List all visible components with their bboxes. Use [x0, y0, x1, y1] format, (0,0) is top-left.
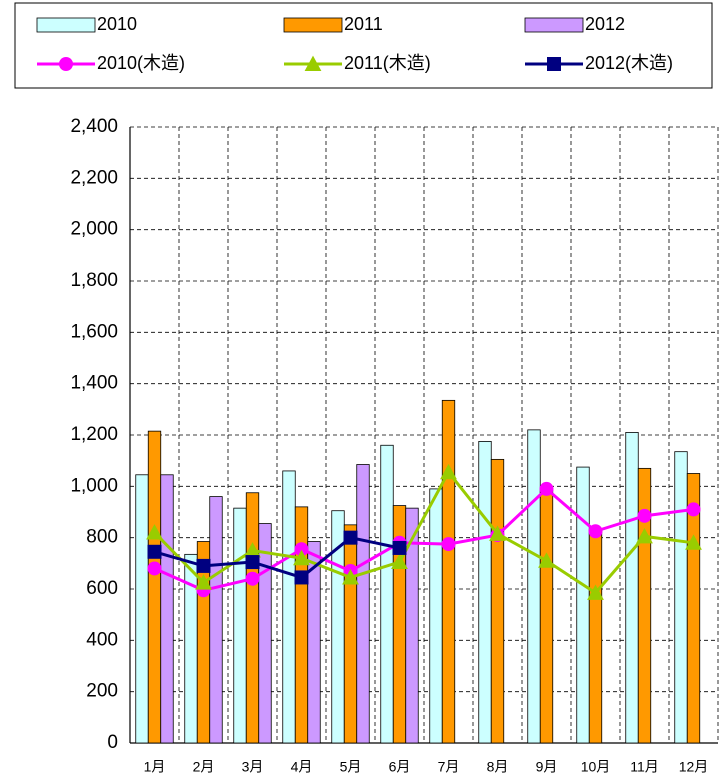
bar — [539, 489, 554, 744]
x-tick-label: 8月 — [487, 759, 509, 775]
x-tick-label: 5月 — [340, 759, 362, 775]
line-marker — [343, 530, 358, 545]
line-marker — [245, 555, 260, 570]
bar — [356, 464, 370, 744]
bar — [674, 451, 688, 744]
y-tick-label: 800 — [86, 527, 118, 548]
y-tick-label: 1,800 — [70, 270, 118, 291]
x-tick-label: 9月 — [536, 759, 558, 775]
legend-label: 2012 — [585, 14, 625, 34]
y-tick-label: 2,000 — [70, 219, 118, 240]
line-marker — [293, 549, 310, 566]
bar — [343, 524, 358, 744]
line-marker — [294, 542, 309, 557]
line-marker — [539, 481, 554, 496]
y-tick-label: 1,600 — [70, 321, 118, 342]
legend-label: 2011(木造) — [344, 53, 431, 73]
line-marker — [547, 57, 561, 71]
line-marker — [441, 537, 456, 552]
bar — [429, 488, 443, 744]
bar — [588, 529, 603, 744]
line-marker — [440, 463, 457, 480]
bar — [380, 444, 394, 744]
y-tick-label: 2,400 — [70, 116, 118, 137]
bar — [490, 458, 505, 744]
line-marker — [146, 524, 163, 540]
line-marker — [588, 524, 603, 539]
x-tick-label: 1月 — [144, 759, 166, 775]
bar — [233, 507, 247, 744]
x-tick-label: 10月 — [581, 759, 611, 775]
line-marker — [489, 525, 506, 541]
line-marker — [147, 561, 162, 576]
y-tick-label: 1,400 — [70, 373, 118, 394]
line-marker — [147, 544, 162, 559]
line-marker — [304, 55, 322, 71]
line — [153, 486, 694, 592]
line-marker — [244, 542, 261, 558]
legend-label: 2010 — [97, 14, 137, 34]
line-marker — [636, 527, 653, 544]
line-marker — [587, 584, 604, 600]
legend-box — [14, 2, 713, 89]
line-marker — [294, 570, 309, 585]
bar — [478, 441, 492, 744]
line-marker — [391, 553, 408, 570]
x-tick-label: 6月 — [389, 759, 411, 775]
bar — [527, 429, 541, 744]
line-marker — [195, 574, 212, 590]
bar — [576, 466, 590, 744]
line-marker — [245, 571, 260, 586]
y-tick-label: 2,200 — [70, 167, 118, 188]
bar — [160, 474, 174, 744]
y-tick-label: 0 — [107, 732, 118, 753]
line-marker — [342, 569, 359, 585]
bar — [625, 432, 639, 744]
bar — [245, 492, 260, 744]
y-tick-label: 1,000 — [70, 475, 118, 496]
line-marker — [196, 558, 211, 573]
line — [154, 536, 400, 580]
y-tick-label: 600 — [86, 578, 118, 599]
line-marker — [637, 508, 652, 523]
legend-label: 2012(木造) — [585, 53, 673, 73]
x-tick-label: 3月 — [242, 759, 264, 775]
x-tick-label: 2月 — [193, 759, 215, 775]
line-marker — [685, 534, 702, 550]
x-tick-label: 12月 — [679, 759, 709, 775]
bar — [147, 430, 162, 744]
y-tick-label: 400 — [86, 629, 118, 650]
x-tick-label: 7月 — [438, 759, 460, 775]
line-marker — [59, 57, 73, 71]
legend-label: 2011 — [344, 14, 383, 34]
bar — [282, 470, 296, 744]
x-tick-label: 4月 — [291, 759, 313, 775]
legend-swatch — [283, 17, 343, 33]
line — [153, 469, 694, 595]
bar — [135, 474, 149, 744]
bar — [209, 496, 223, 744]
legend-label: 2010(木造) — [97, 53, 185, 73]
y-tick-label: 200 — [86, 681, 118, 702]
bar — [258, 523, 272, 744]
legend-swatch — [524, 17, 584, 33]
x-tick-label: 11月 — [630, 759, 659, 775]
line-marker — [538, 552, 555, 568]
bar — [307, 541, 321, 744]
line-marker — [392, 540, 407, 555]
y-tick-label: 1,200 — [70, 424, 118, 445]
bar — [441, 399, 456, 744]
legend-swatch — [36, 17, 96, 33]
line-marker — [686, 502, 701, 517]
bar — [405, 507, 419, 744]
